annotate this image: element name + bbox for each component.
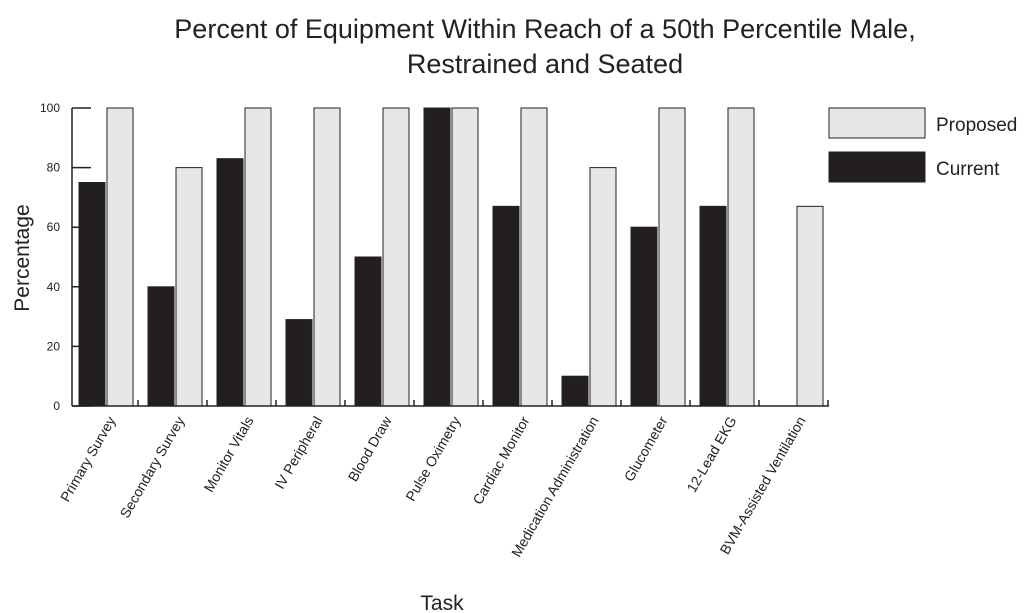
legend: Proposed Current	[828, 107, 1017, 183]
category-label: Secondary Survey	[117, 414, 188, 521]
bar-proposed	[451, 107, 479, 407]
bar-current	[423, 107, 451, 407]
category-label: Monitor Vitals	[200, 414, 256, 495]
bar-proposed	[106, 107, 134, 407]
y-tick-label: 100	[40, 101, 60, 115]
category-label: IV Peripheral	[271, 414, 325, 492]
bar-current	[78, 182, 106, 407]
legend-swatch-current	[828, 151, 926, 183]
bar-proposed	[589, 167, 617, 407]
bar-current	[147, 286, 175, 407]
category-label: 12-Lead EKG	[683, 414, 739, 495]
bar-proposed	[382, 107, 410, 407]
y-axis-label: Percentage	[11, 204, 34, 311]
y-tick-label: 0	[53, 399, 60, 413]
chart-title-line-2: Restrained and Seated	[407, 49, 683, 79]
x-axis-label: Task	[420, 592, 464, 613]
bar-proposed	[727, 107, 755, 407]
category-label: Cardiac Monitor	[469, 413, 532, 507]
bar-current	[699, 205, 727, 407]
y-tick-label: 40	[47, 280, 61, 294]
category-label: Primary Survey	[57, 414, 119, 505]
bar-proposed	[175, 167, 203, 407]
chart-title-line-1: Percent of Equipment Within Reach of a 5…	[174, 14, 915, 44]
category-label: Glucometer	[621, 413, 671, 484]
legend-label-current: Current	[936, 159, 1000, 180]
bar-current	[561, 375, 589, 407]
bar-current	[630, 226, 658, 407]
bar-proposed	[658, 107, 686, 407]
legend-label-proposed: Proposed	[936, 115, 1017, 136]
bar-current	[216, 158, 244, 407]
category-label: Pulse Oximetry	[402, 414, 463, 504]
y-tick-label: 60	[47, 220, 61, 234]
category-label: Blood Draw	[345, 413, 395, 484]
bar-current	[354, 256, 382, 407]
bar-proposed	[313, 107, 341, 407]
legend-swatch-proposed	[828, 107, 926, 139]
bar-proposed	[244, 107, 272, 407]
y-tick-label: 80	[47, 161, 61, 175]
bar-current	[285, 319, 313, 407]
bar-current	[492, 205, 520, 407]
y-tick-label: 20	[47, 339, 61, 353]
bar-proposed	[796, 205, 824, 407]
bar-proposed	[520, 107, 548, 407]
